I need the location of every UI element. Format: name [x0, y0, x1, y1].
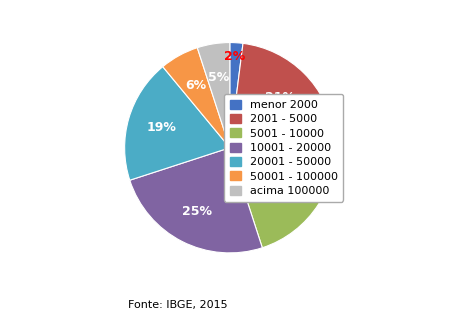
- Wedge shape: [125, 67, 230, 180]
- Text: 6%: 6%: [185, 79, 206, 91]
- Text: 19%: 19%: [146, 121, 176, 134]
- Wedge shape: [197, 43, 230, 148]
- Text: 5%: 5%: [208, 71, 229, 84]
- Text: 21%: 21%: [265, 91, 295, 104]
- Text: 22%: 22%: [275, 179, 305, 193]
- Wedge shape: [130, 148, 262, 253]
- Text: 25%: 25%: [182, 205, 212, 218]
- Wedge shape: [230, 43, 243, 148]
- Text: 2%: 2%: [224, 50, 245, 63]
- Legend: menor 2000, 2001 - 5000, 5001 - 10000, 10001 - 20000, 20001 - 50000, 50001 - 100: menor 2000, 2001 - 5000, 5001 - 10000, 1…: [224, 94, 343, 202]
- Wedge shape: [230, 135, 335, 248]
- Text: Fonte: IBGE, 2015: Fonte: IBGE, 2015: [129, 300, 228, 310]
- Wedge shape: [163, 48, 230, 148]
- Wedge shape: [230, 43, 334, 148]
